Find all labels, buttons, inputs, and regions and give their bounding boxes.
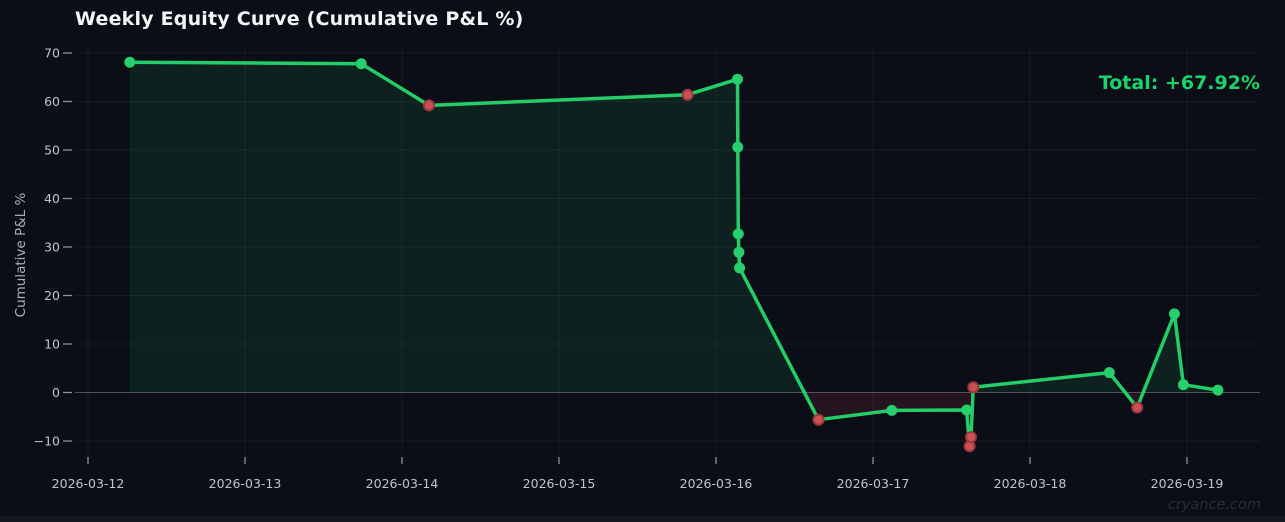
data-point-loss-marker [1131,401,1144,414]
x-tick-label: 2026-03-19 [1151,476,1224,491]
data-point-win-marker [1168,308,1180,320]
data-point-loss-marker [681,88,694,101]
x-tick-label: 2026-03-15 [523,476,596,491]
data-point-loss-marker [965,431,977,444]
data-point-loss-marker [423,99,435,112]
data-point-win-marker [733,246,745,258]
x-tick-label: 2026-03-18 [994,476,1067,491]
chart-title: Weekly Equity Curve (Cumulative P&L %) [75,8,524,30]
x-tick-label: 2026-03-13 [209,476,282,491]
x-tick-label: 2026-03-12 [52,476,125,491]
data-point-win-marker [732,73,743,85]
area-fill-negative [129,392,1218,447]
data-point-win-marker [355,58,367,70]
equity-line [128,60,1220,449]
watermark: cryance.com [1167,497,1261,513]
data-point-win-marker [886,404,898,416]
data-point-win-marker [961,404,973,416]
y-tick-label: 50 [44,142,60,157]
total-pnl-annotation: Total: +67.92% [1098,72,1260,94]
data-point-win-marker [1177,379,1189,391]
data-point-loss-marker [967,381,980,394]
y-tick-label: 60 [44,94,60,109]
data-point-win-marker [732,141,744,153]
y-tick-label: −10 [34,433,60,448]
x-tick-label: 2026-03-14 [366,476,439,491]
y-tick-label: 0 [52,385,60,400]
y-tick-label: 70 [44,45,60,60]
data-point-win-marker [734,262,746,274]
data-point-win-marker [1103,367,1115,379]
y-tick-label: 20 [44,288,60,303]
x-tick-label: 2026-03-17 [837,476,910,491]
data-point-loss-marker [812,413,825,426]
data-point-win-marker [1212,384,1224,396]
data-point-win-marker [732,228,744,240]
data-point-win-marker [124,56,136,68]
y-tick-label: 40 [44,191,60,206]
area-fill-positive [129,62,1218,393]
bottom-strip [0,516,1285,522]
x-tick-label: 2026-03-16 [680,476,753,491]
y-tick-label: 30 [44,239,60,254]
y-tick-label: 10 [44,336,60,351]
